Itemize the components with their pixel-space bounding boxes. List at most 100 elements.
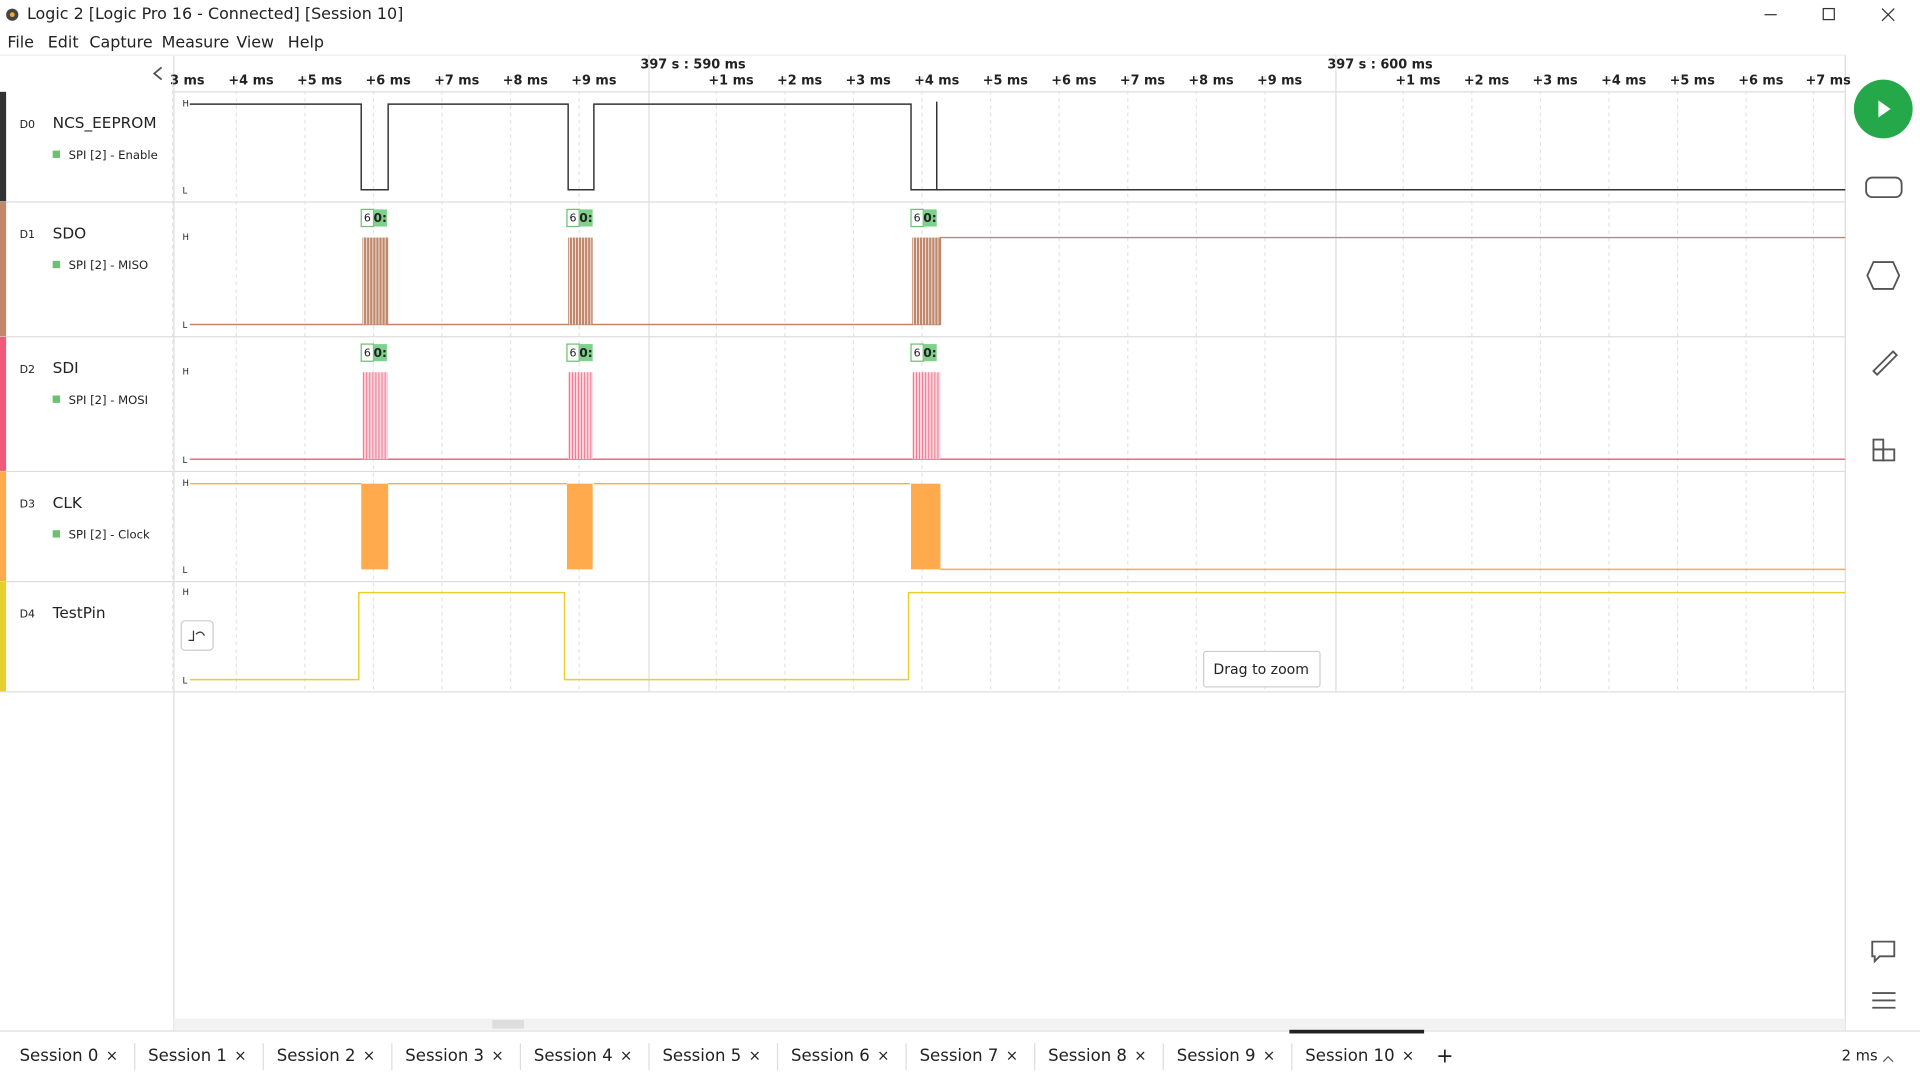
channel-color-bar: [0, 202, 7, 337]
time-scale: 2 ms: [1842, 1048, 1878, 1065]
analyzer-label: SPI [2] - Enable: [69, 148, 158, 162]
time-tick-label: +6 ms: [1738, 73, 1784, 88]
session-tab[interactable]: Session 1: [148, 1046, 227, 1065]
time-tick-label: 3 ms: [170, 73, 205, 88]
decode-box: [923, 209, 937, 227]
time-tick-label: +8 ms: [1188, 73, 1234, 88]
trigger-button[interactable]: [180, 620, 214, 651]
session-tab[interactable]: Session 3: [405, 1046, 484, 1065]
settings-button[interactable]: [1872, 992, 1896, 1009]
waveform: [189, 482, 1846, 571]
tab-close[interactable]: ×: [1402, 1048, 1414, 1065]
tab-close[interactable]: ×: [749, 1048, 761, 1065]
time-tick-label: +4 ms: [1601, 73, 1647, 88]
channel-name: SDI: [53, 359, 79, 377]
time-tick-label: +3 ms: [846, 73, 892, 88]
tab-close[interactable]: ×: [1263, 1048, 1275, 1065]
channel-color-bar: [0, 91, 7, 203]
session-tab[interactable]: Session 4: [534, 1046, 613, 1065]
decode-box: [579, 209, 593, 227]
session-tab[interactable]: Session 0: [20, 1046, 99, 1065]
time-tick-label: +2 ms: [1464, 73, 1510, 88]
decode-box: [579, 344, 593, 362]
time-tick-label: +5 ms: [1670, 73, 1716, 88]
decode-box: [923, 344, 937, 362]
waveform: [189, 591, 1846, 681]
decode-label: 0:: [923, 211, 936, 225]
channel-color-bar: [0, 336, 7, 472]
time-major-label: 397 s : 590 ms: [640, 57, 746, 72]
channel-name: SDO: [53, 224, 87, 242]
device-button[interactable]: [1865, 176, 1903, 199]
session-tab[interactable]: Session 2: [277, 1046, 356, 1065]
menu-item[interactable]: Help: [288, 32, 324, 51]
time-tick-label: +7 ms: [1120, 73, 1166, 88]
tab-close[interactable]: ×: [234, 1048, 246, 1065]
time-tick-label: +3 ms: [1533, 73, 1579, 88]
analyzer-dot: [52, 530, 60, 538]
data-burst: [912, 237, 941, 325]
session-tab[interactable]: Session 6: [791, 1046, 870, 1065]
tooltip-text: Drag to zoom: [1213, 662, 1309, 678]
low-label: L: [182, 676, 187, 686]
analyzer-label: SPI [2] - MISO: [69, 258, 149, 272]
channel-id: D2: [20, 363, 35, 376]
analyzers-button[interactable]: [1866, 261, 1901, 290]
low-label: L: [182, 321, 187, 331]
tab-close[interactable]: ×: [877, 1048, 889, 1065]
menu-item[interactable]: Measure: [162, 32, 230, 51]
tab-close[interactable]: ×: [620, 1048, 632, 1065]
decode-label: 6: [914, 346, 921, 359]
menu-item[interactable]: Capture: [89, 32, 152, 51]
channel-name: NCS_EEPROM: [53, 114, 157, 133]
menu-item[interactable]: File: [7, 32, 34, 51]
tab-close[interactable]: ×: [363, 1048, 375, 1065]
time-tick-label: +6 ms: [1051, 73, 1097, 88]
data-burst: [362, 237, 389, 325]
decode-label: 6: [914, 212, 921, 225]
decode-box: [373, 209, 387, 227]
channel-id: D1: [20, 228, 35, 241]
tab-close[interactable]: ×: [491, 1048, 503, 1065]
session-tab[interactable]: Session 5: [662, 1046, 741, 1065]
session-tab[interactable]: Session 8: [1048, 1046, 1127, 1065]
time-tick-label: +7 ms: [1806, 73, 1852, 88]
data-burst: [362, 372, 389, 460]
clock-burst: [566, 483, 593, 570]
time-tick-label: +2 ms: [777, 73, 823, 88]
decode-label: 0:: [579, 346, 592, 360]
channel-name: CLK: [53, 494, 83, 512]
tab-close[interactable]: ×: [106, 1048, 118, 1065]
add-tab[interactable]: +: [1436, 1044, 1453, 1068]
decode-label: 0:: [579, 211, 592, 225]
clock-burst: [361, 483, 389, 570]
low-label: L: [182, 456, 187, 466]
session-tab[interactable]: Session 9: [1177, 1046, 1256, 1065]
time-tick-label: +4 ms: [228, 73, 274, 88]
window-title: Logic 2 [Logic Pro 16 - Connected] [Sess…: [27, 4, 403, 23]
tab-close[interactable]: ×: [1134, 1048, 1146, 1065]
time-scale-caret: [1882, 1055, 1894, 1063]
time-tick-label: +1 ms: [708, 73, 754, 88]
time-tick-label: +9 ms: [571, 73, 617, 88]
time-tick-label: +9 ms: [1257, 73, 1303, 88]
measure-button[interactable]: [1872, 350, 1899, 376]
channel-color-bar: [0, 581, 7, 692]
extensions-button[interactable]: [1872, 438, 1896, 462]
analyzer-label: SPI [2] - Clock: [69, 528, 150, 542]
decode-label: 6: [570, 346, 577, 359]
session-tab[interactable]: Session 7: [920, 1046, 999, 1065]
menu-item[interactable]: Edit: [48, 32, 79, 51]
session-tab[interactable]: Session 10: [1305, 1046, 1394, 1065]
tab-close[interactable]: ×: [1006, 1048, 1018, 1065]
feedback-button[interactable]: [1871, 940, 1896, 964]
menu-item[interactable]: View: [236, 32, 274, 51]
channel-color-bar: [0, 471, 7, 582]
channel-name: TestPin: [52, 604, 106, 622]
analyzer-dot: [52, 260, 60, 269]
high-label: H: [182, 233, 188, 243]
analyzer-dot: [52, 395, 60, 403]
data-burst: [568, 372, 593, 460]
decode-label: 6: [364, 212, 371, 225]
decode-box: [373, 344, 387, 362]
